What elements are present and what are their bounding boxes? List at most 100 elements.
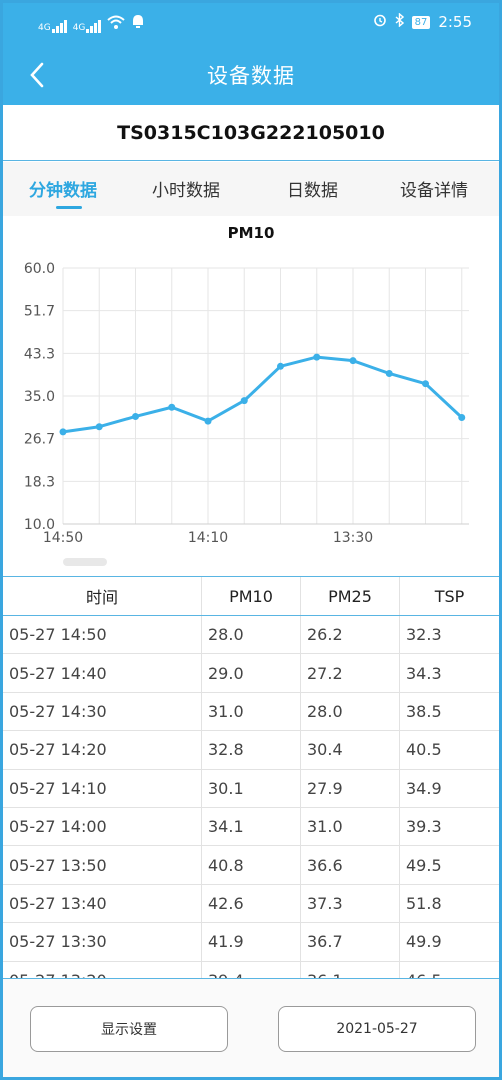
pm10-data-point <box>132 412 139 420</box>
cell-pm25: 31.0 <box>301 807 400 846</box>
tab-hour-data[interactable]: 小时数据 <box>152 181 220 201</box>
x-tick-label: 14:50 <box>43 530 83 546</box>
pm10-data-point <box>240 397 248 405</box>
battery-indicator: 87 <box>411 15 431 29</box>
cell-time: 05-27 14:20 <box>3 731 202 769</box>
clock: 2:55 <box>438 13 472 31</box>
cell-tsp: 34.3 <box>406 663 442 683</box>
wifi-icon <box>107 15 126 33</box>
table-row: 05-27 13:30 41.9 36.7 49.9 <box>3 923 499 962</box>
cell-time: 05-27 14:50 <box>3 616 202 654</box>
cell-tsp: 38.5 <box>406 701 442 721</box>
alarm-icon <box>373 13 387 31</box>
cell-tsp: 46.5 <box>400 962 499 978</box>
cell-tsp: 40.5 <box>406 740 442 760</box>
cell-pm25: 28.0 <box>301 692 400 731</box>
pm10-data-point <box>277 362 284 370</box>
cell-pm10: 42.6 <box>202 884 301 923</box>
table-row: 05-27 14:50 28.0 26.2 32.3 <box>3 616 499 655</box>
table-body: 05-27 14:50 28.0 26.2 32.3 05-27 14:40 29.0 27… <box>3 616 499 978</box>
pm10-data-point <box>168 403 176 411</box>
footer-bar: 显示设置 2021-05-27 <box>3 978 499 1077</box>
chart-panel: PM10 60.0 51.7 43.3 35.0 26.7 18.3 10.0 14:50 14… <box>3 216 499 576</box>
status-right: 87 2:55 <box>373 12 472 31</box>
header-time: 时间 <box>3 577 202 615</box>
cell-tsp: 32.3 <box>406 625 442 645</box>
table-row: 05-27 14:10 30.1 27.9 34.9 <box>3 769 499 808</box>
app-header: 4G 4G 87 2:55 <box>0 0 502 105</box>
table-row: 05-27 13:40 42.6 37.3 51.8 <box>3 884 499 924</box>
y-tick-label: 43.3 <box>24 346 55 362</box>
header-pm10: PM10 <box>202 577 301 615</box>
signal-label: 4G <box>38 23 51 33</box>
tab-minute-data[interactable]: 分钟数据 <box>29 181 97 201</box>
pm10-data-point <box>313 353 321 361</box>
y-tick-label: 35.0 <box>24 389 55 405</box>
tab-device-details[interactable]: 设备详情 <box>400 181 468 201</box>
pm10-data-point <box>349 357 357 365</box>
pm10-line-chart[interactable]: 60.0 51.7 43.3 35.0 26.7 18.3 10.014:50 14:10 13… <box>3 216 499 556</box>
table-row: 05-27 14:00 34.1 31.0 39.3 <box>3 807 499 847</box>
cell-pm25: 26.2 <box>301 616 400 654</box>
notification-bell-icon <box>131 14 145 33</box>
active-tab-indicator <box>56 206 82 209</box>
cell-time: 05-27 13:50 <box>3 846 202 884</box>
y-tick-label: 26.7 <box>24 432 55 448</box>
cell-time: 05-27 14:40 <box>3 654 202 692</box>
cell-pm25: 27.2 <box>301 654 400 692</box>
signal-icon: 4G <box>38 20 67 33</box>
cell-pm25: 36.7 <box>301 923 400 961</box>
cell-tsp: 39.3 <box>406 817 442 837</box>
table-row: 05-27 14:30 31.0 28.0 38.5 <box>3 692 499 732</box>
cell-pm10: 29.0 <box>202 654 301 692</box>
y-tick-label: 10.0 <box>24 517 55 533</box>
tab-bar: 分钟数据 小时数据 日数据 设备详情 <box>3 162 499 216</box>
cell-pm25: 27.9 <box>301 769 400 807</box>
table-row: 05-27 14:20 32.8 30.4 40.5 <box>3 731 499 770</box>
cell-time: 05-27 13:20 <box>3 961 202 978</box>
cell-pm25: 36.6 <box>301 846 400 884</box>
signal-icon: 4G <box>73 20 102 33</box>
display-settings-button[interactable]: 显示设置 <box>30 1006 228 1052</box>
pm10-data-point <box>385 369 393 377</box>
cell-time: 05-27 14:30 <box>3 692 202 731</box>
x-tick-label: 14:10 <box>188 530 228 546</box>
pm10-data-point <box>204 417 212 425</box>
cell-pm10: 34.1 <box>202 807 301 846</box>
pm10-data-point <box>59 428 67 436</box>
y-tick-label: 60.0 <box>24 261 55 277</box>
table-header: 时间 PM10 PM25 TSP <box>3 577 499 616</box>
x-tick-label: 13:30 <box>333 530 373 546</box>
cell-pm25: 30.4 <box>301 731 400 769</box>
table-row: 05-27 14:40 29.0 27.2 34.3 <box>3 654 499 693</box>
bluetooth-icon <box>395 12 404 31</box>
pm10-data-point <box>422 380 429 388</box>
pm10-data-point <box>458 414 466 422</box>
chart-title: PM10 <box>227 224 275 242</box>
table-row: 05-27 13:2039.436.146.5 <box>3 961 499 978</box>
cell-tsp: 34.9 <box>406 778 442 798</box>
cell-tsp: 49.9 <box>406 932 442 952</box>
page-title: 设备数据 <box>207 64 295 88</box>
y-tick-label: 18.3 <box>24 474 55 490</box>
date-picker-button[interactable]: 2021-05-27 <box>278 1006 476 1052</box>
cell-pm10: 39.4 <box>202 961 301 978</box>
cell-time: 05-27 13:40 <box>3 884 202 923</box>
cell-pm25: 36.1 <box>301 961 400 978</box>
cell-time: 05-27 14:10 <box>3 769 202 807</box>
y-tick-label: 51.7 <box>24 304 55 320</box>
pm10-data-point <box>95 423 103 431</box>
cell-tsp: 51.8 <box>406 893 442 913</box>
signal-label: 4G <box>72 23 86 33</box>
back-button[interactable] <box>22 58 52 92</box>
device-id: TS0315C103G222105010 <box>0 105 502 161</box>
cell-tsp: 49.5 <box>406 855 442 875</box>
cell-time: 05-27 14:00 <box>3 807 202 846</box>
cell-pm10: 40.8 <box>202 846 301 884</box>
table-row: 05-27 13:50 40.8 36.6 49.5 <box>3 846 499 885</box>
cell-pm10: 30.1 <box>202 769 301 807</box>
header-pm25: PM25 <box>301 577 400 615</box>
chart-scroll-thumb[interactable] <box>63 558 107 566</box>
tab-day-data[interactable]: 日数据 <box>287 181 338 201</box>
cell-time: 05-27 13:30 <box>3 923 202 961</box>
